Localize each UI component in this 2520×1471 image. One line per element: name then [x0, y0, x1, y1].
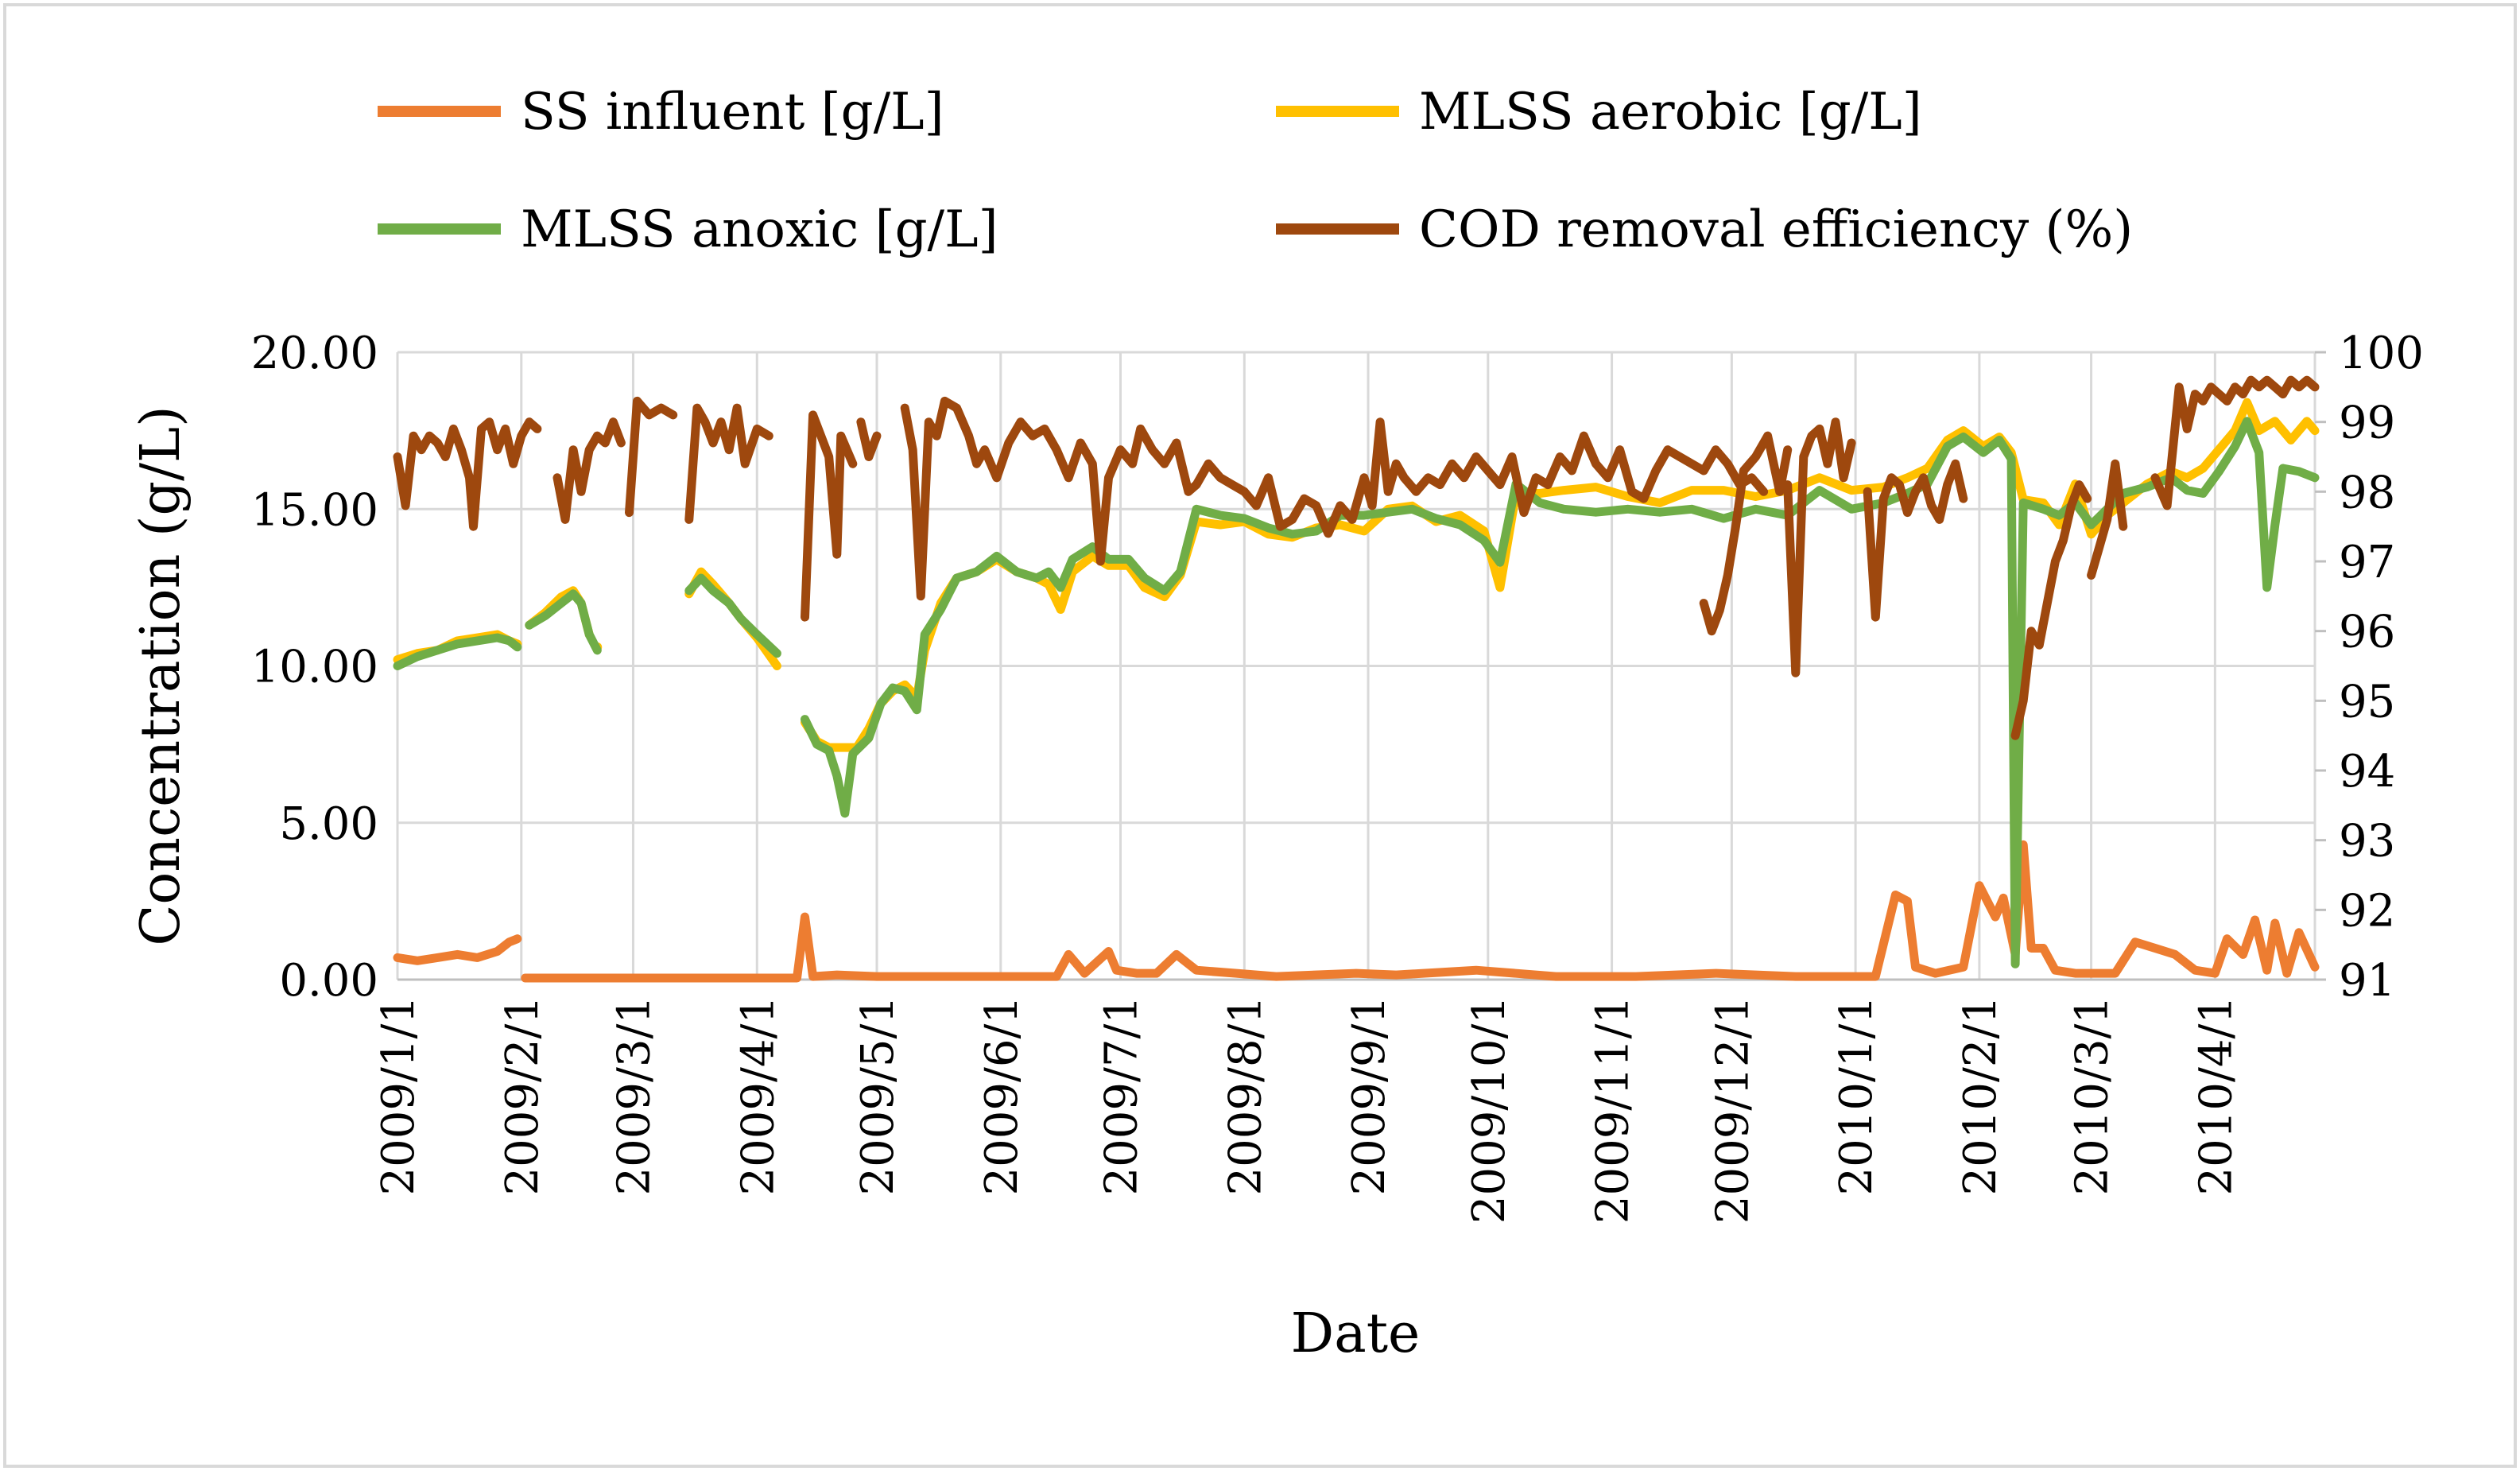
series-line-cod-removal-efficiency — [684, 403, 773, 524]
legend-label-ss-influent: SS influent [g/L] — [521, 83, 944, 142]
x-tick-label: 2009/4/1 — [732, 996, 784, 1196]
y2-axis-ticks: 91 92 93 94 95 96 97 98 99 100 — [2339, 328, 2424, 1007]
x-tick-label: 2009/2/1 — [497, 996, 549, 1196]
chart-border — [3, 3, 2517, 1468]
y2-tick-label: 92 — [2339, 885, 2395, 937]
legend-entry-mlss-anoxic: MLSS anoxic [g/L] — [378, 200, 998, 259]
series-line-cod-removal-efficiency — [1783, 417, 1856, 677]
legend: SS influent [g/L] MLSS aerobic [g/L] MLS… — [378, 83, 2133, 259]
series-line-ss-influent-g-l — [521, 840, 2320, 983]
x-axis-ticks: 2009/1/1 2009/2/1 2009/3/1 2009/4/1 2009/5/1… — [373, 996, 2242, 1224]
y-tick-label: 5.00 — [279, 798, 378, 850]
x-tick-label: 2009/6/1 — [976, 996, 1028, 1196]
y-tick-label: 20.00 — [251, 328, 378, 379]
y-tick-label: 15.00 — [251, 484, 378, 536]
legend-label-mlss-aerobic: MLSS aerobic [g/L] — [1419, 83, 1922, 142]
series-line-cod-removal-efficiency — [1863, 459, 1968, 622]
y-axis-title: Concentration (g/L) — [130, 406, 192, 945]
x-tick-label: 2009/3/1 — [608, 996, 660, 1196]
x-tick-label: 2009/9/1 — [1343, 996, 1395, 1196]
x-tick-label: 2010/4/1 — [2190, 996, 2242, 1196]
x-tick-label: 2009/1/1 — [373, 996, 425, 1196]
series-line-mlss-anoxic-g-l — [684, 573, 781, 658]
x-tick-label: 2010/1/1 — [1831, 996, 1882, 1196]
y-tick-label: 10.00 — [251, 642, 378, 693]
x-axis-title: Date — [1291, 1302, 1421, 1365]
y2-tick-label: 100 — [2339, 328, 2424, 379]
y2-tick-label: 93 — [2339, 816, 2395, 867]
y2-tick-label: 91 — [2339, 955, 2395, 1007]
x-tick-label: 2009/5/1 — [852, 996, 904, 1196]
series-line-cod-removal-efficiency — [2087, 459, 2128, 580]
legend-label-mlss-anoxic: MLSS anoxic [g/L] — [521, 200, 998, 259]
y2-tick-label: 95 — [2339, 676, 2395, 728]
series-line-cod-removal-efficiency — [552, 417, 626, 524]
y-axis-ticks: 0.00 5.00 10.00 15.00 20.00 — [251, 328, 378, 1007]
x-tick-label: 2009/11/1 — [1588, 996, 1639, 1224]
series-line-cod-removal-efficiency — [2150, 375, 2320, 510]
series-line-cod-removal-efficiency — [1699, 431, 1793, 636]
legend-entry-cod-removal: COD removal efficiency (%) — [1276, 200, 2133, 259]
legend-entry-mlss-aerobic: MLSS aerobic [g/L] — [1276, 83, 1922, 142]
series-line-cod-removal-efficiency — [801, 410, 858, 622]
series-line-cod-removal-efficiency — [856, 417, 882, 461]
x-tick-label: 2010/3/1 — [2067, 996, 2119, 1196]
x-tick-label: 2009/7/1 — [1096, 996, 1148, 1196]
series-line-cod-removal-efficiency — [2010, 480, 2092, 740]
series-line-cod-removal-efficiency — [625, 396, 678, 518]
y2-tick-label: 99 — [2339, 398, 2395, 449]
series-line-mlss-anoxic-g-l — [393, 633, 522, 670]
y2-tick-label: 98 — [2339, 467, 2395, 518]
series-line-mlss-anoxic-g-l — [801, 417, 2320, 968]
x-tick-label: 2009/12/1 — [1707, 996, 1758, 1224]
y2-tick-label: 94 — [2339, 746, 2395, 798]
y2-tick-label: 96 — [2339, 607, 2395, 658]
series-line-cod-removal-efficiency — [900, 396, 1769, 601]
y2-tick-label: 97 — [2339, 537, 2395, 588]
y-tick-label: 0.00 — [279, 955, 378, 1007]
series-line-ss-influent-g-l — [393, 934, 522, 965]
x-tick-label: 2009/8/1 — [1219, 996, 1271, 1196]
legend-label-cod-removal: COD removal efficiency (%) — [1419, 200, 2133, 259]
series-line-mlss-anoxic-g-l — [525, 589, 602, 655]
x-tick-label: 2009/10/1 — [1464, 996, 1515, 1224]
series-lines — [393, 375, 2320, 983]
series-line-cod-removal-efficiency — [393, 417, 542, 531]
legend-entry-ss-influent: SS influent [g/L] — [378, 83, 944, 142]
x-tick-label: 2010/2/1 — [1955, 996, 2006, 1196]
